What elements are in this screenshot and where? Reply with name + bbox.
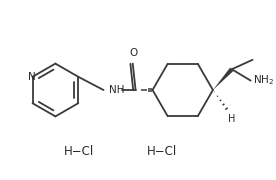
Text: H−Cl: H−Cl [147,145,177,158]
Text: N: N [28,72,35,82]
Text: O: O [129,48,138,58]
Text: NH: NH [109,85,125,95]
Text: H: H [228,114,235,124]
Text: H−Cl: H−Cl [64,145,94,158]
Text: NH$_2$: NH$_2$ [253,74,275,87]
Polygon shape [213,68,233,90]
